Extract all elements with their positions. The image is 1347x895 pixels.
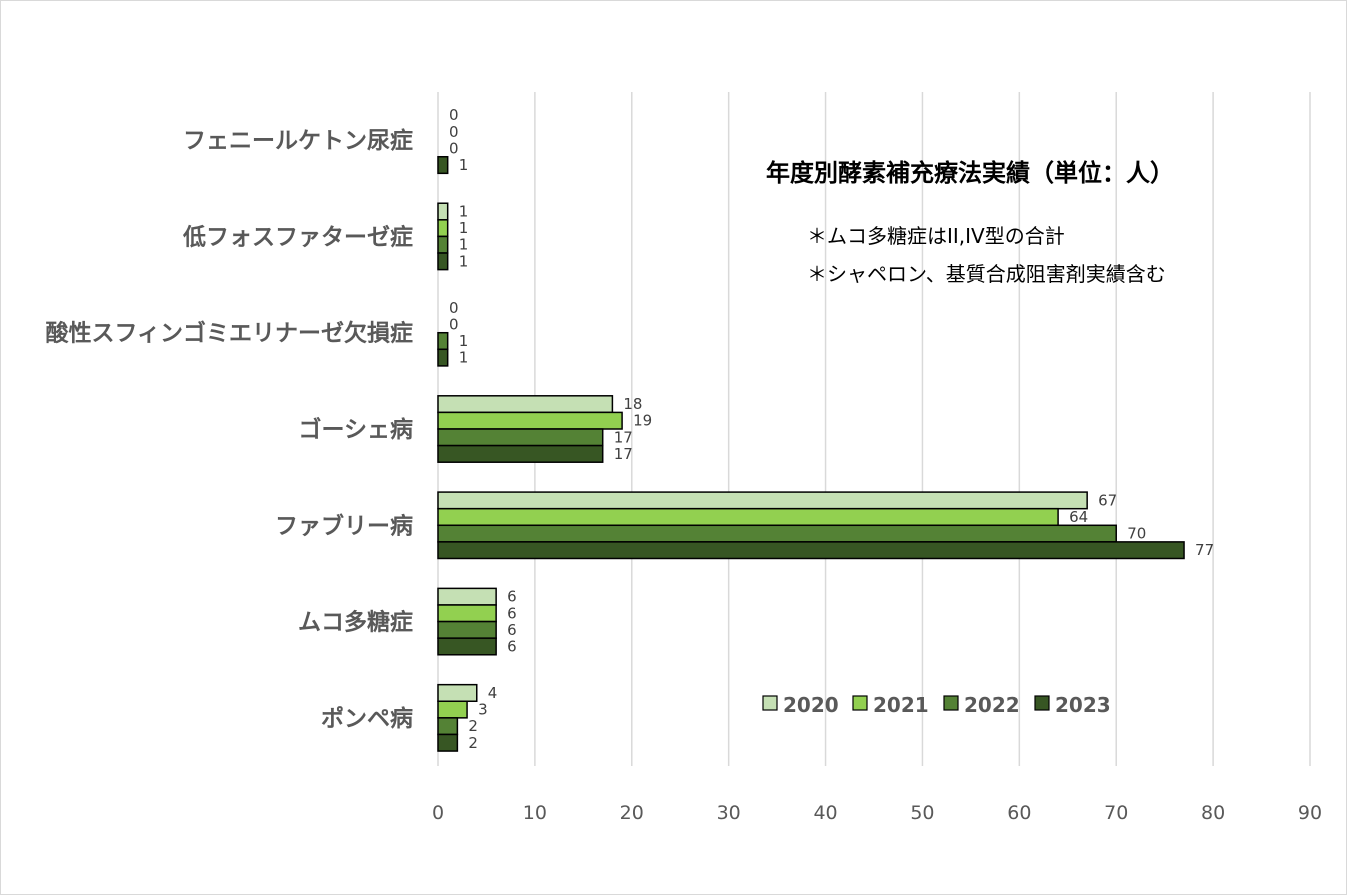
x-tick-label: 40 bbox=[813, 802, 837, 824]
legend-label-2022: 2022 bbox=[964, 693, 1020, 717]
bar-2020 bbox=[437, 202, 449, 221]
category-labels: フェニールケトン尿症低フォスファターゼ症酸性スフィンゴミエリナーゼ欠損症ゴーシェ… bbox=[45, 127, 413, 732]
bar-2021 bbox=[437, 411, 623, 430]
category-label: ポンペ病 bbox=[321, 705, 413, 732]
bar-2023 bbox=[437, 541, 1185, 560]
data-label-2020: 67 bbox=[1098, 491, 1117, 509]
bar-2020 bbox=[437, 683, 478, 703]
data-label-2021: 19 bbox=[633, 412, 652, 430]
bar-2022 bbox=[437, 331, 449, 351]
data-label-2020: 1 bbox=[459, 203, 469, 221]
data-label-2023: 1 bbox=[459, 349, 469, 367]
category-label: フェニールケトン尿症 bbox=[183, 127, 413, 154]
data-label-2023: 2 bbox=[468, 734, 478, 752]
bar-2021 bbox=[437, 700, 468, 719]
category-label: ゴーシェ病 bbox=[298, 416, 413, 443]
legend-swatch-2023 bbox=[1034, 695, 1050, 711]
category-label: ムコ多糖症 bbox=[298, 609, 413, 636]
legend: 2020 2021 2022 2023 bbox=[762, 693, 1111, 717]
x-tick-label: 50 bbox=[910, 802, 934, 824]
bar-2022 bbox=[437, 235, 449, 254]
data-label-2021: 6 bbox=[507, 604, 517, 622]
x-axis-tick-labels: 0 10 20 30 40 50 60 70 80 90 bbox=[432, 802, 1322, 824]
bar-2023 bbox=[437, 733, 459, 752]
x-tick-label: 0 bbox=[432, 802, 444, 824]
x-tick-label: 60 bbox=[1007, 802, 1031, 824]
bar-2023 bbox=[437, 348, 449, 367]
bar-2023 bbox=[437, 444, 604, 463]
chart-title: 年度別酵素補充療法実績（単位：人） bbox=[766, 159, 1174, 187]
data-label-2022: 1 bbox=[459, 332, 469, 350]
legend-swatch-2022 bbox=[943, 695, 959, 711]
data-label-2021: 0 bbox=[449, 123, 459, 141]
category-label: 低フォスファターゼ症 bbox=[182, 223, 413, 250]
note-mucopolysaccharidosis: ＊ムコ多糖症はII,IV型の合計 bbox=[807, 224, 1065, 248]
x-tick-label: 90 bbox=[1298, 802, 1322, 824]
bar-2022 bbox=[437, 524, 1117, 543]
x-tick-label: 20 bbox=[620, 802, 644, 824]
data-label-2022: 2 bbox=[468, 717, 478, 735]
x-tick-label: 10 bbox=[523, 802, 547, 824]
data-label-2020: 0 bbox=[449, 299, 459, 317]
bar-2021 bbox=[437, 219, 449, 238]
bar-2023 bbox=[437, 637, 497, 656]
category-label: 酸性スフィンゴミエリナーゼ欠損症 bbox=[45, 320, 413, 347]
data-label-2021: 1 bbox=[459, 219, 469, 237]
bars bbox=[437, 155, 1185, 752]
bar-2022 bbox=[437, 620, 497, 639]
bar-2021 bbox=[437, 507, 1059, 527]
legend-swatch-2021 bbox=[852, 695, 868, 711]
bar-2023 bbox=[437, 252, 449, 271]
data-label-2023: 77 bbox=[1195, 541, 1214, 559]
x-tick-label: 30 bbox=[717, 802, 741, 824]
data-label-2023: 1 bbox=[459, 252, 469, 270]
data-label-2020: 18 bbox=[623, 395, 642, 413]
bar-2022 bbox=[437, 428, 604, 447]
legend-label-2021: 2021 bbox=[873, 693, 929, 717]
data-label-2021: 0 bbox=[449, 315, 459, 333]
data-label-2020: 4 bbox=[488, 684, 498, 702]
bar-2022 bbox=[437, 717, 459, 736]
data-label-2020: 6 bbox=[507, 588, 517, 606]
bar-2020 bbox=[437, 395, 614, 414]
data-label-2021: 3 bbox=[478, 701, 488, 719]
data-label-2023: 1 bbox=[459, 156, 469, 174]
bar-2021 bbox=[437, 604, 497, 623]
bar-2020 bbox=[437, 491, 1088, 510]
gridlines bbox=[437, 92, 1311, 766]
bar-2023 bbox=[437, 155, 449, 175]
legend-swatch-2020 bbox=[762, 695, 778, 711]
data-label-2020: 0 bbox=[449, 106, 459, 124]
bar-2020 bbox=[437, 587, 497, 606]
data-label-2021: 64 bbox=[1069, 508, 1088, 526]
x-tick-label: 80 bbox=[1201, 802, 1225, 824]
data-label-2022: 1 bbox=[459, 236, 469, 254]
note-chaperone: ＊シャペロン、基質合成阻害剤実績含む bbox=[807, 262, 1166, 286]
data-label-2022: 17 bbox=[614, 428, 633, 446]
x-tick-label: 70 bbox=[1104, 802, 1128, 824]
legend-label-2023: 2023 bbox=[1055, 693, 1111, 717]
category-label: ファブリー病 bbox=[275, 512, 413, 539]
data-label-2022: 70 bbox=[1127, 525, 1146, 543]
data-label-2023: 17 bbox=[614, 445, 633, 463]
legend-label-2020: 2020 bbox=[783, 693, 839, 717]
data-label-2022: 0 bbox=[449, 139, 459, 157]
data-label-2022: 6 bbox=[507, 621, 517, 639]
data-label-2023: 6 bbox=[507, 637, 517, 655]
